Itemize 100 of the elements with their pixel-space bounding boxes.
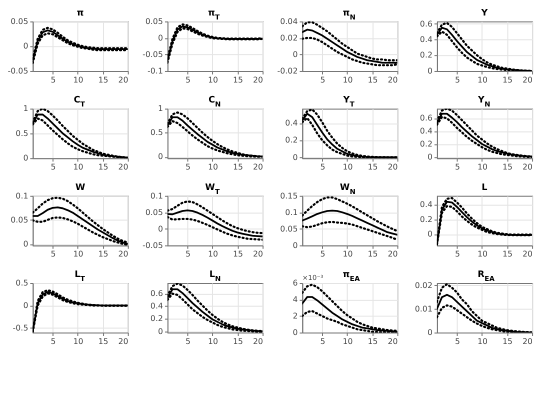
x-tick-label: 5 xyxy=(185,75,190,84)
x-tick-label: 20 xyxy=(252,336,264,346)
chart-title: Y xyxy=(480,8,488,18)
y-tick-label: 0 xyxy=(292,152,298,162)
x-tick-label: 10 xyxy=(73,250,84,259)
y-tick-label: 0.1 xyxy=(285,208,298,217)
x-tick-label: 5 xyxy=(50,250,56,259)
x-tick-label: 5 xyxy=(50,75,56,84)
x-tick-label: 10 xyxy=(208,162,218,172)
x-tick-label: 20 xyxy=(388,250,398,259)
x-tick-label: 20 xyxy=(252,250,264,259)
x-tick-label: 20 xyxy=(522,75,533,84)
y-tick-label: 0.6 xyxy=(420,114,432,123)
x-tick-label: 15 xyxy=(368,162,378,172)
x-tick-label: 20 xyxy=(522,336,533,346)
x-tick-label: 5 xyxy=(454,336,460,346)
x-tick-label: 10 xyxy=(73,75,84,84)
x-tick-label: 10 xyxy=(342,162,353,172)
x-tick-label: 10 xyxy=(477,336,488,346)
x-tick-label: 20 xyxy=(118,250,128,259)
x-tick-label: 15 xyxy=(98,250,108,259)
y-tick-label: 0 xyxy=(292,50,298,59)
y-tick-label: 0.4 xyxy=(420,200,432,210)
x-tick-label: 15 xyxy=(368,336,378,346)
y-tick-label: -0.5 xyxy=(12,324,28,333)
y-tick-label: 0 xyxy=(427,328,432,338)
y-tick-label: 0.4 xyxy=(150,302,163,311)
x-tick-label: 10 xyxy=(208,75,218,84)
x-tick-label: 10 xyxy=(477,75,488,84)
x-tick-label: 20 xyxy=(388,162,398,172)
y-tick-label: 0.2 xyxy=(420,50,432,60)
x-tick-label: 5 xyxy=(50,336,56,346)
x-tick-label: 15 xyxy=(502,250,513,259)
chart-title: W xyxy=(75,182,86,193)
y-tick-label: 0.4 xyxy=(420,34,432,44)
x-tick-label: 10 xyxy=(73,336,84,346)
y-tick-label: 0.2 xyxy=(285,136,298,145)
x-tick-label: 15 xyxy=(233,250,244,259)
y-tick-label: 0.05 xyxy=(10,215,28,224)
y-tick-label: 0.01 xyxy=(414,304,432,314)
y-tick-label: 0.2 xyxy=(420,214,432,224)
y-tick-label: 0.15 xyxy=(280,191,298,200)
y-tick-label: 0.5 xyxy=(16,278,28,288)
x-tick-label: 5 xyxy=(185,336,190,346)
x-tick-label: 5 xyxy=(185,162,190,172)
y-tick-label: 0 xyxy=(158,326,163,336)
x-tick-label: 20 xyxy=(252,75,264,84)
x-tick-label: 15 xyxy=(502,75,513,84)
y-tick-label: 0 xyxy=(158,33,163,42)
y-tick-label: 0.6 xyxy=(150,289,163,298)
x-tick-label: 5 xyxy=(320,250,326,259)
y-tick-label: -0.05 xyxy=(8,66,28,76)
x-tick-label: 15 xyxy=(98,75,108,84)
x-tick-label: 15 xyxy=(98,162,108,172)
x-tick-label: 15 xyxy=(233,336,244,346)
y-tick-label: -0.05 xyxy=(142,50,163,59)
x-tick-label: 10 xyxy=(208,250,218,259)
x-tick-label: 20 xyxy=(118,75,128,84)
y-tick-label: 0.02 xyxy=(280,33,298,42)
y-tick-label: 0.1 xyxy=(150,191,163,200)
x-tick-label: 5 xyxy=(454,162,460,172)
y-tick-label: 0 xyxy=(292,328,298,338)
y-tick-label: 0.5 xyxy=(150,128,163,138)
x-tick-label: 15 xyxy=(368,75,378,84)
chart-title: L xyxy=(482,182,488,193)
y-tick-label: 0.02 xyxy=(414,280,432,290)
y-tick-label: 0.1 xyxy=(16,191,28,200)
y-tick-label: 0.5 xyxy=(16,128,28,138)
y-tick-label: 0 xyxy=(292,240,298,250)
y-tick-label: -0.1 xyxy=(148,66,163,76)
x-tick-label: 20 xyxy=(388,336,398,346)
x-tick-label: 20 xyxy=(118,162,128,172)
y-tick-label: 0.05 xyxy=(10,16,28,26)
y-tick-label: 0.4 xyxy=(420,126,432,136)
y-tick-label: 0.2 xyxy=(420,139,432,148)
y-tick-label: 0.05 xyxy=(145,16,163,26)
y-tick-label: 0.05 xyxy=(145,208,163,217)
y-tick-label: 0.2 xyxy=(150,314,163,324)
x-tick-label: 15 xyxy=(233,162,244,172)
x-tick-label: 15 xyxy=(502,336,513,346)
y-tick-label: 1 xyxy=(158,104,163,114)
y-tick-label: 0 xyxy=(23,154,28,163)
y-tick-label: 0 xyxy=(158,152,163,162)
x-tick-label: 10 xyxy=(73,162,84,172)
x-tick-label: 5 xyxy=(320,75,326,84)
chart-title: π xyxy=(76,8,84,18)
x-tick-label: 10 xyxy=(208,336,218,346)
x-tick-label: 10 xyxy=(342,336,353,346)
x-tick-label: 5 xyxy=(454,75,460,84)
x-tick-label: 20 xyxy=(522,162,533,172)
y-tick-label: 0.4 xyxy=(285,118,298,128)
x-tick-label: 5 xyxy=(454,250,460,259)
y-tick-label: 0 xyxy=(427,230,432,239)
y-tick-label: -0.05 xyxy=(142,240,163,250)
y-tick-label: -0.02 xyxy=(277,66,298,76)
x-tick-label: 10 xyxy=(342,250,353,259)
x-tick-label: 20 xyxy=(522,250,533,259)
y-tick-label: 0.6 xyxy=(420,19,432,28)
x-tick-label: 10 xyxy=(477,250,488,259)
x-tick-label: 15 xyxy=(368,250,378,259)
